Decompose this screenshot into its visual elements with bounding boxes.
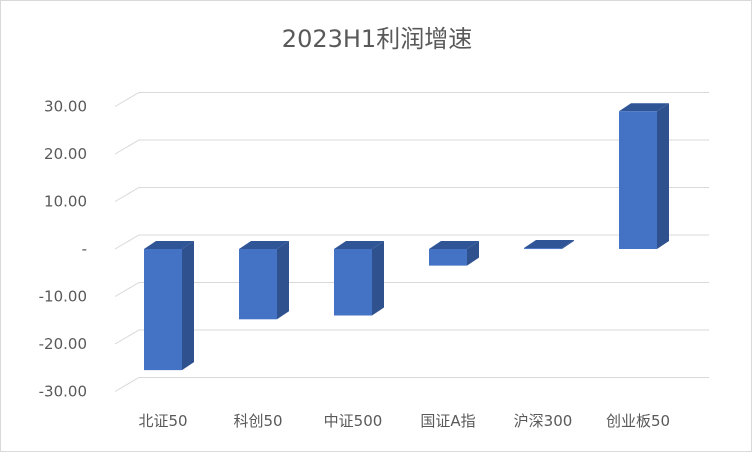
bar-top <box>524 240 574 249</box>
x-tick-label: 科创50 <box>233 412 282 430</box>
x-tick-label: 北证50 <box>138 412 187 430</box>
x-tick-label: 国证A指 <box>420 412 475 430</box>
bar-side <box>467 241 479 266</box>
bar <box>619 103 669 249</box>
bar <box>334 241 384 316</box>
bar-side <box>562 240 574 250</box>
bar-side <box>372 241 384 316</box>
x-axis-ticks: 北证50 科创50 中证500 国证A指 沪深300 创业板50 <box>138 412 670 430</box>
gridline <box>114 329 709 345</box>
y-tick-label: 10.00 <box>44 193 87 211</box>
gridline <box>114 139 709 155</box>
bar-side <box>277 241 289 320</box>
gridline <box>114 234 709 250</box>
y-axis-ticks: 30.00 20.00 10.00 - -10.00 -20.00 -30.00 <box>39 98 87 401</box>
gridline <box>114 187 709 202</box>
bars <box>144 103 669 371</box>
bar-top <box>239 241 289 249</box>
bar-front <box>429 249 467 266</box>
bar-top <box>429 241 479 249</box>
gridline <box>114 92 709 107</box>
x-tick-label: 中证500 <box>324 412 383 430</box>
x-tick-label: 沪深300 <box>514 412 573 430</box>
bar-front <box>239 249 277 320</box>
bar-front <box>144 249 182 371</box>
y-tick-label: - <box>82 240 87 258</box>
y-tick-label: -20.00 <box>39 335 87 353</box>
bar-front <box>524 248 562 250</box>
gridlines <box>114 92 709 392</box>
bar-top <box>334 241 384 249</box>
bar <box>524 240 574 250</box>
gridline <box>114 282 709 297</box>
chart-title: 2023H1利润增速 <box>282 25 472 53</box>
bar-front <box>334 249 372 316</box>
y-tick-label: 20.00 <box>44 145 87 163</box>
y-tick-label: -10.00 <box>39 288 87 306</box>
bar <box>429 241 479 266</box>
bar-top <box>144 241 194 249</box>
y-tick-label: 30.00 <box>44 98 87 116</box>
bar-front <box>619 111 657 249</box>
bar <box>144 241 194 371</box>
bar-side <box>182 241 194 371</box>
y-tick-label: -30.00 <box>39 383 87 401</box>
gridline <box>114 377 709 392</box>
x-tick-label: 创业板50 <box>606 412 670 430</box>
bar-top <box>619 103 669 112</box>
bar <box>239 241 289 320</box>
bar-side <box>657 103 669 249</box>
